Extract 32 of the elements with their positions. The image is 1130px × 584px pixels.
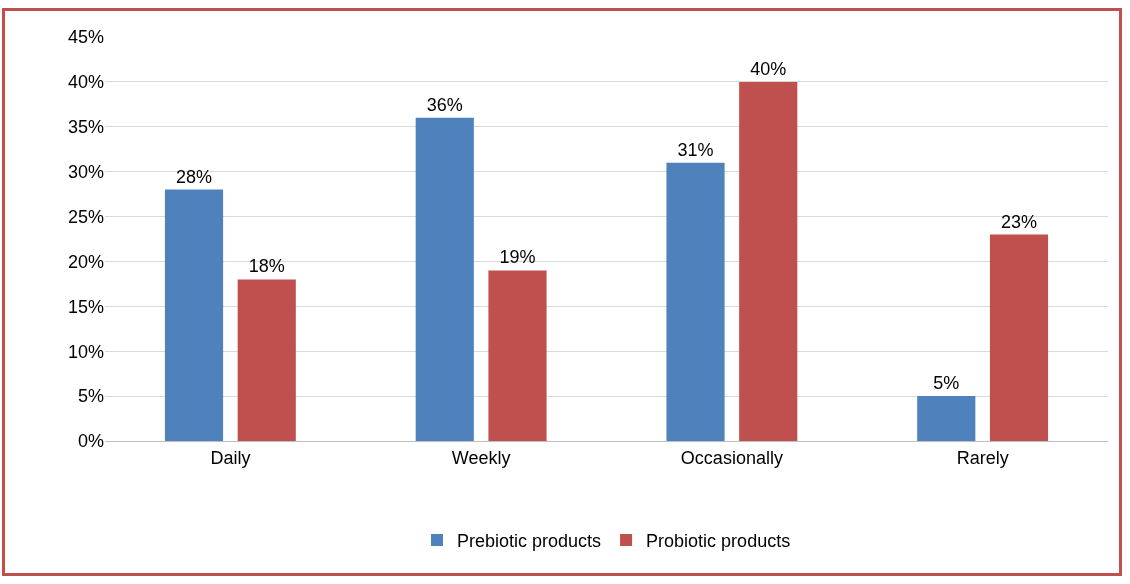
y-tick-label: 40% xyxy=(67,72,104,93)
data-label: 31% xyxy=(677,139,714,160)
y-tick-label: 10% xyxy=(67,341,104,362)
y-tick-label: 20% xyxy=(67,251,104,272)
bar xyxy=(415,117,474,441)
legend-label: Prebiotic products xyxy=(457,531,602,552)
bar xyxy=(917,396,976,441)
data-label: 5% xyxy=(933,373,960,394)
y-tick-label: 5% xyxy=(77,386,104,407)
bar xyxy=(666,162,725,441)
bar xyxy=(237,279,296,441)
data-label: 28% xyxy=(176,166,213,187)
y-tick-label: 45% xyxy=(67,27,104,48)
bar xyxy=(488,270,547,441)
y-tick-label: 25% xyxy=(67,206,104,227)
data-label: 36% xyxy=(426,94,463,115)
data-label: 19% xyxy=(499,247,536,268)
data-label: 23% xyxy=(1000,211,1037,232)
data-label: 18% xyxy=(248,256,285,277)
y-tick-label: 35% xyxy=(67,117,104,138)
x-tick-label: Occasionally xyxy=(680,447,783,468)
x-tick-label: Rarely xyxy=(956,447,1009,468)
x-tick-label: Weekly xyxy=(451,447,511,468)
bar xyxy=(164,189,224,441)
data-label: 40% xyxy=(750,58,787,79)
bar xyxy=(989,234,1049,441)
x-tick-label: Daily xyxy=(210,447,251,468)
y-tick-label: 0% xyxy=(77,431,104,452)
legend-label: Probiotic products xyxy=(646,531,791,552)
y-tick-label: 15% xyxy=(67,296,104,317)
y-tick-label: 30% xyxy=(67,161,104,182)
bar xyxy=(739,81,798,441)
